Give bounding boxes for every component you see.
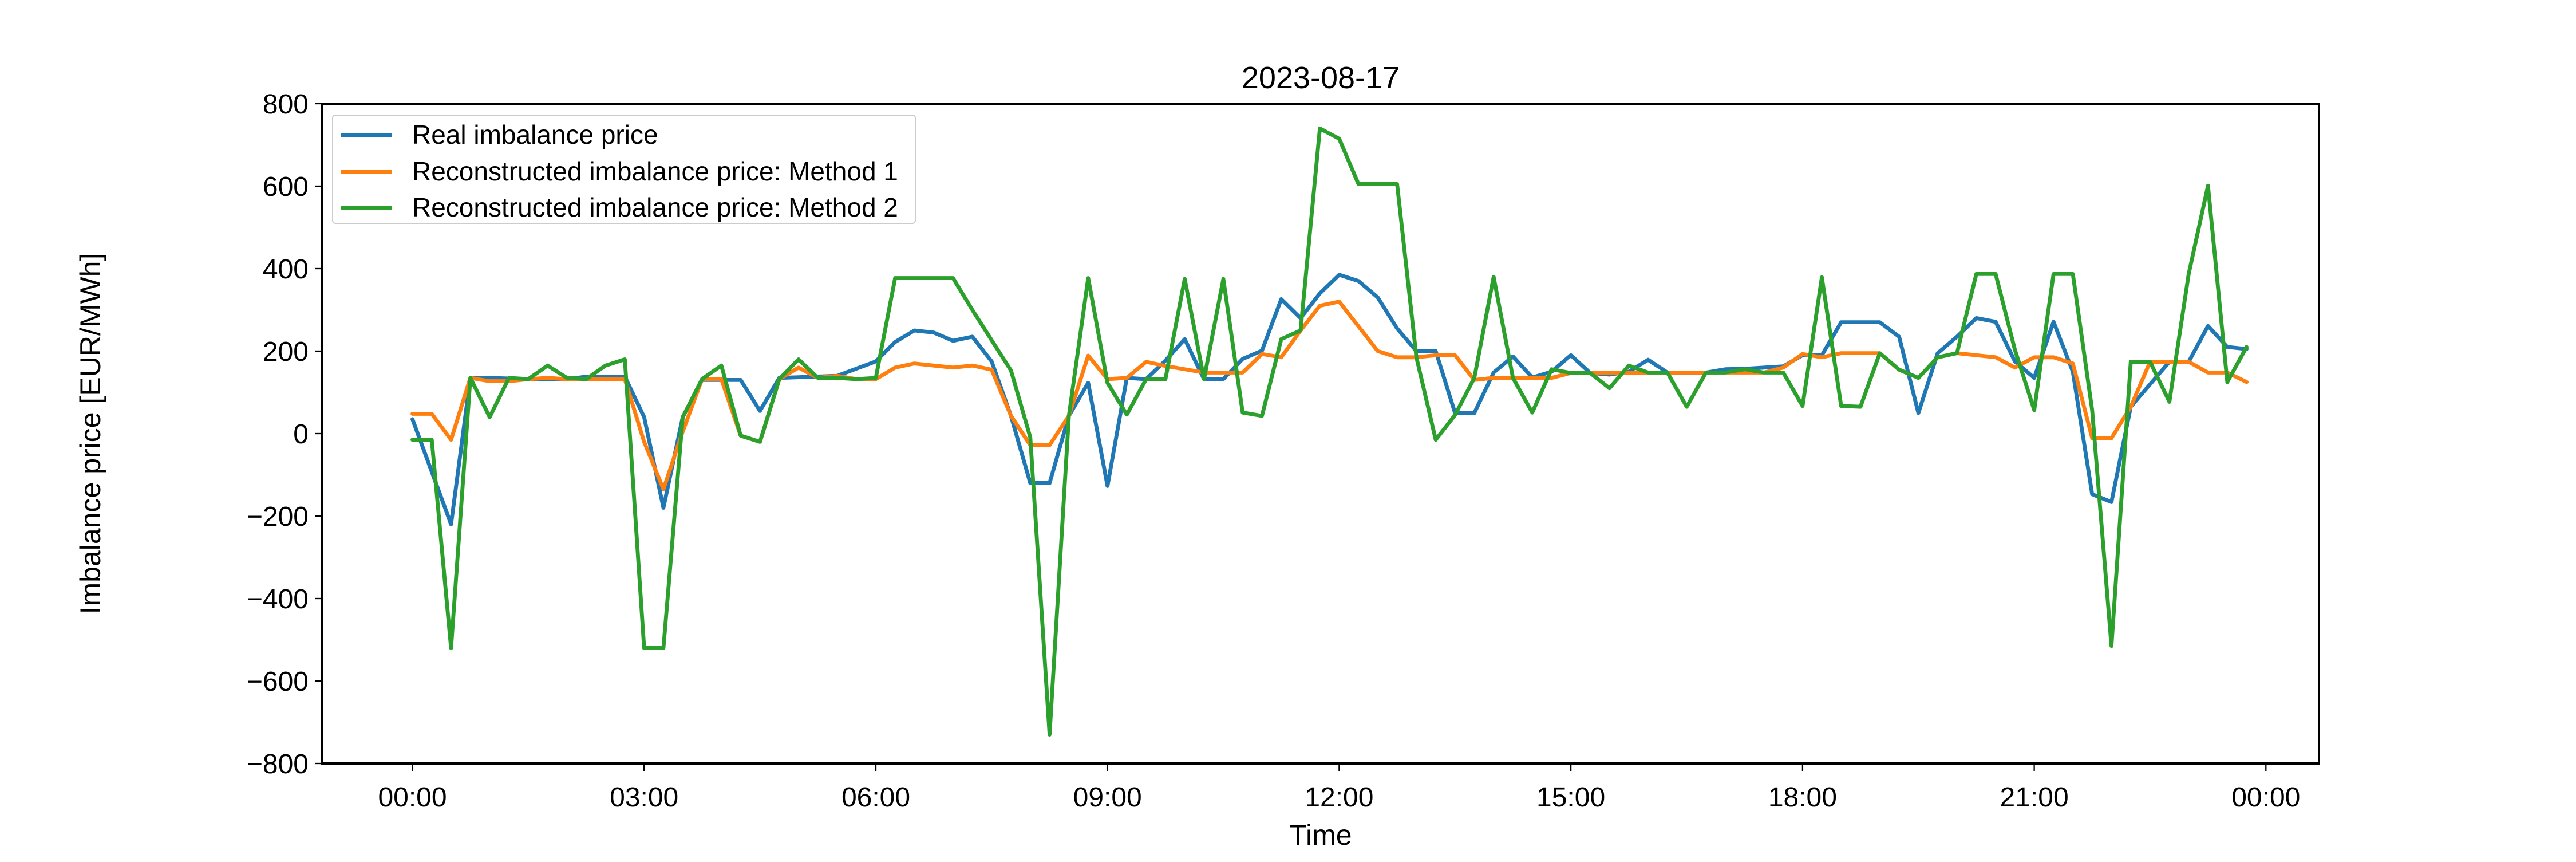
svg-text:00:00: 00:00: [378, 782, 447, 813]
svg-text:Reconstructed imbalance price:: Reconstructed imbalance price: Method 2: [412, 192, 898, 222]
svg-text:15:00: 15:00: [1536, 782, 1605, 813]
svg-text:−600: −600: [247, 667, 309, 697]
svg-text:800: 800: [263, 89, 309, 120]
svg-text:18:00: 18:00: [1768, 782, 1837, 813]
svg-text:−400: −400: [247, 584, 309, 615]
svg-text:−200: −200: [247, 502, 309, 532]
svg-text:Reconstructed imbalance price:: Reconstructed imbalance price: Method 1: [412, 156, 898, 186]
svg-text:200: 200: [263, 337, 309, 367]
svg-text:Real imbalance price: Real imbalance price: [412, 120, 658, 149]
svg-text:06:00: 06:00: [841, 782, 910, 813]
svg-text:Time: Time: [1289, 819, 1352, 851]
svg-text:09:00: 09:00: [1073, 782, 1142, 813]
svg-text:Imbalance price [EUR/MWh]: Imbalance price [EUR/MWh]: [74, 253, 106, 615]
svg-text:600: 600: [263, 172, 309, 202]
svg-text:−800: −800: [247, 749, 309, 780]
svg-text:21:00: 21:00: [2000, 782, 2069, 813]
svg-text:400: 400: [263, 254, 309, 285]
svg-text:00:00: 00:00: [2231, 782, 2300, 813]
svg-text:2023-08-17: 2023-08-17: [1242, 61, 1400, 95]
svg-text:12:00: 12:00: [1305, 782, 1373, 813]
svg-text:03:00: 03:00: [610, 782, 678, 813]
svg-text:0: 0: [293, 419, 309, 450]
